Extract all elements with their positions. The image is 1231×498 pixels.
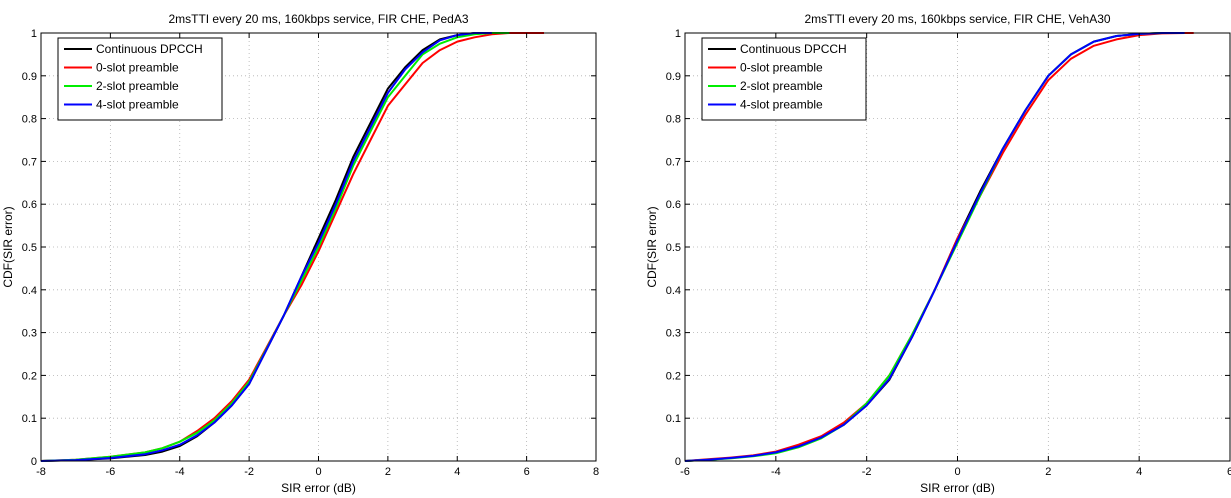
chart-2-legend: Continuous DPCCH 0-slot preamble 2-slot pr… xyxy=(701,37,867,121)
chart-1-y-tick-label: 0.5 xyxy=(22,242,37,254)
chart-2-x-tick-label: -4 xyxy=(771,466,781,478)
chart-1-x-tick-label: -4 xyxy=(175,466,185,478)
chart-2-x-tick-label: 4 xyxy=(1136,466,1142,478)
chart-1-legend-label-1: Continuous DPCCH xyxy=(96,42,203,56)
chart-1-x-tick-label: -2 xyxy=(244,466,254,478)
chart-1-y-tick-label: 0.8 xyxy=(22,114,37,126)
chart-2-y-tick-label: 0.8 xyxy=(666,114,681,126)
chart-1-x-tick-label: 4 xyxy=(454,466,460,478)
chart-1-series-line-4 xyxy=(40,32,492,462)
chart-1-y-tick-label: 0.1 xyxy=(22,413,37,425)
chart-2-y-tick-label: 0.4 xyxy=(666,285,681,297)
chart-2-legend-label-4: 4-slot preamble xyxy=(740,98,823,112)
chart-1-y-tick-label: 0.7 xyxy=(22,156,37,168)
chart-2-x-tick-label: 2 xyxy=(1045,466,1051,478)
chart-2-x-tick-label: 0 xyxy=(954,466,960,478)
chart-1-x-tick-label: 0 xyxy=(315,466,321,478)
chart-2-group: -6 -4 -2 0 2 4 6 0 0.1 0.2 0.3 0.4 0.5 0.6 0.7 0.8 0.9 1 2… xyxy=(645,12,1231,495)
chart-2-x-tick-label: -6 xyxy=(680,466,690,478)
chart-1-y-axis-label: CDF(SIR error) xyxy=(1,206,15,287)
chart-2-y-tick-label: 0.7 xyxy=(666,156,681,168)
chart-1-legend-label-2: 0-slot preamble xyxy=(96,61,179,75)
chart-2-legend-box xyxy=(701,37,867,121)
chart-2-legend-label-3: 2-slot preamble xyxy=(740,79,823,93)
chart-1-x-axis-label: SIR error (dB) xyxy=(281,481,356,495)
chart-2-title: 2msTTI every 20 ms, 160kbps service, FIR… xyxy=(804,12,1110,26)
chart-2-y-tick-label: 0.1 xyxy=(666,413,681,425)
chart-2-legend-label-1: Continuous DPCCH xyxy=(740,42,847,56)
chart-1-x-tick-label: -6 xyxy=(105,466,115,478)
chart-2-x-axis-label: SIR error (dB) xyxy=(920,481,995,495)
chart-2-y-tick-label: 1 xyxy=(675,28,681,40)
chart-2-legend-label-2: 0-slot preamble xyxy=(740,61,823,75)
chart-2-y-tick-label: 0.2 xyxy=(666,370,681,382)
chart-2-y-tick-label: 0 xyxy=(675,456,681,468)
chart-2-y-axis-label: CDF(SIR error) xyxy=(645,206,659,287)
chart-2-x-tick-label: 6 xyxy=(1227,466,1231,478)
chart-1-series-line-3 xyxy=(40,32,510,462)
chart-1-y-tick-label: 0.4 xyxy=(22,285,37,297)
chart-1-legend-box xyxy=(57,37,223,121)
chart-1-title: 2msTTI every 20 ms, 160kbps service, FIR… xyxy=(168,12,468,26)
chart-1-y-tick-label: 0.9 xyxy=(22,71,37,83)
chart-1-x-tick-label: 6 xyxy=(524,466,530,478)
chart-1-group: -8 -6 -4 -2 0 2 4 6 8 0 0.1 0.2 0.3 0.4 0.5 0.6 0.7 0.8 0.… xyxy=(1,12,599,495)
chart-2-y-tick-label: 0.9 xyxy=(666,71,681,83)
chart-1-legend-label-4: 4-slot preamble xyxy=(96,98,179,112)
chart-1-legend-label-3: 2-slot preamble xyxy=(96,79,179,93)
chart-2-x-tick-label: -2 xyxy=(862,466,872,478)
chart-1-x-tick-label: 8 xyxy=(593,466,599,478)
chart-1-legend: Continuous DPCCH 0-slot preamble 2-slot pr… xyxy=(57,37,223,121)
chart-1-x-tick-label: -8 xyxy=(36,466,46,478)
chart-1-y-tick-label: 1 xyxy=(31,28,37,40)
chart-2-y-tick-label: 0.6 xyxy=(666,199,681,211)
chart-1-y-tick-label: 0 xyxy=(31,456,37,468)
chart-1-y-tick-label: 0.6 xyxy=(22,199,37,211)
chart-1-x-tick-label: 2 xyxy=(385,466,391,478)
chart-2-series-line-4 xyxy=(684,32,1185,462)
chart-2-y-tick-label: 0.5 xyxy=(666,242,681,254)
chart-2-y-tick-label: 0.3 xyxy=(666,328,681,340)
chart-1-y-tick-label: 0.2 xyxy=(22,370,37,382)
chart-1-y-tick-label: 0.3 xyxy=(22,328,37,340)
